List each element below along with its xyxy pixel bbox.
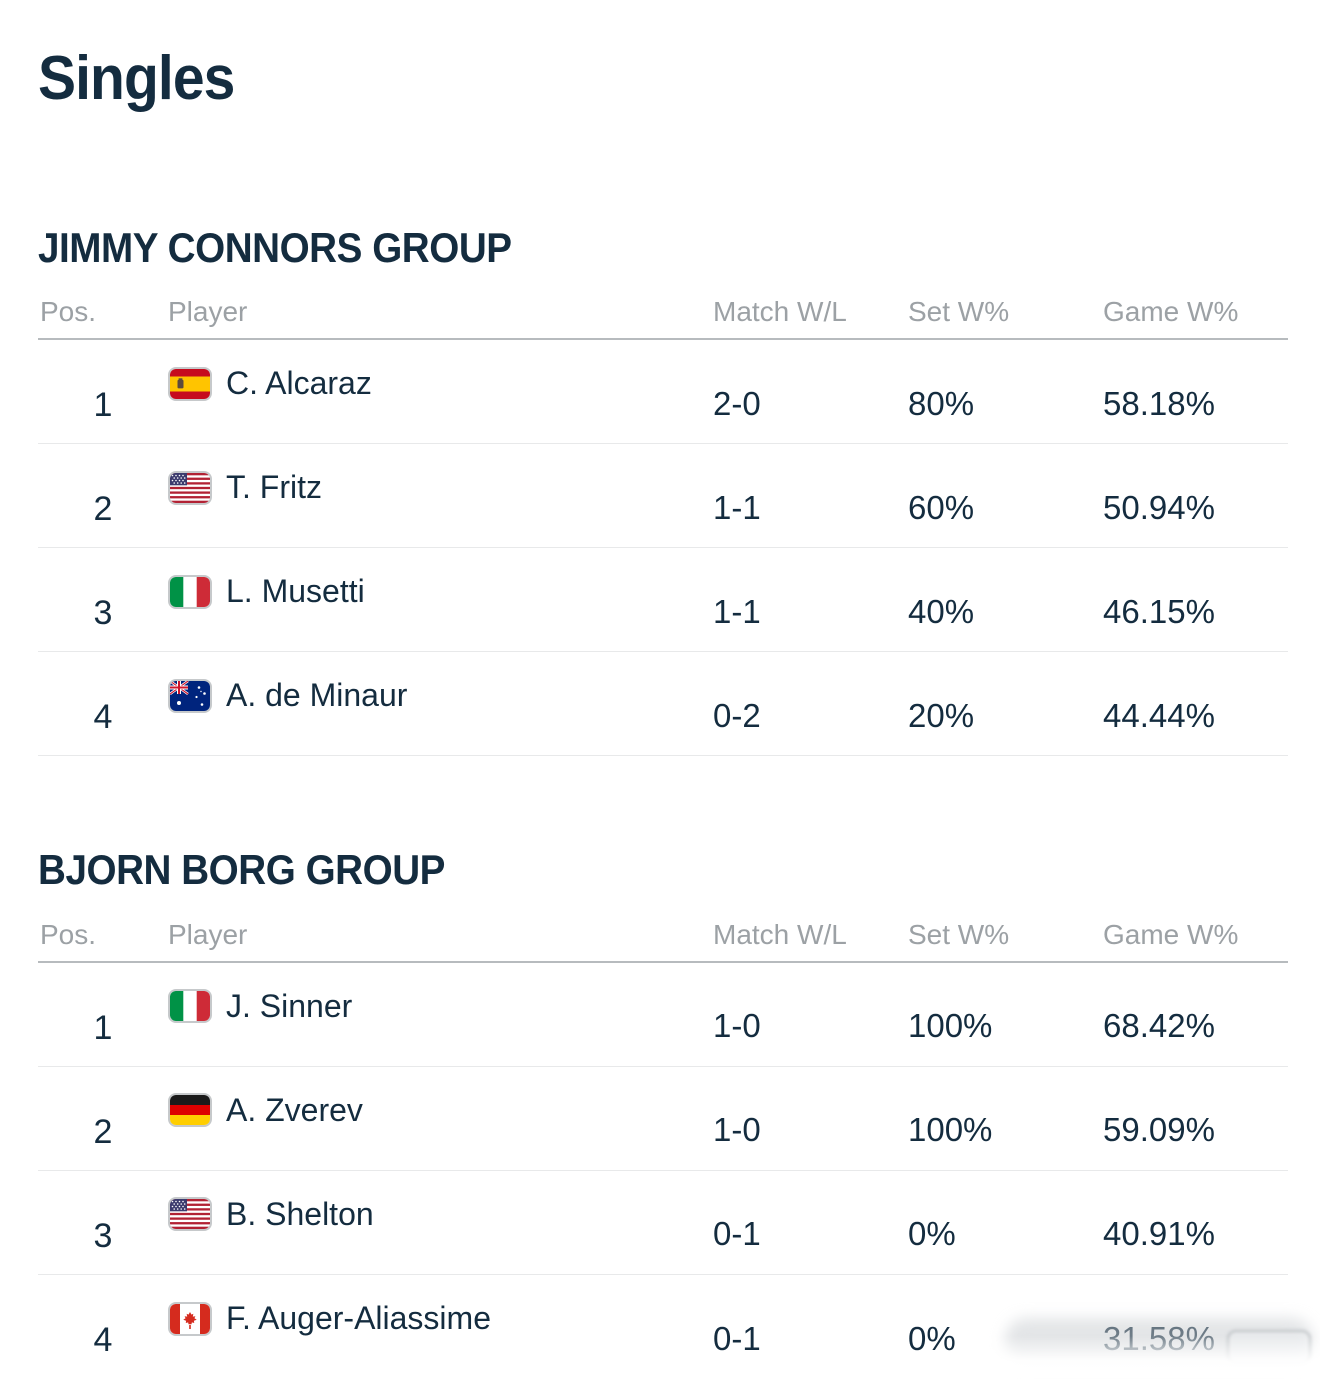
match-wl: 2-0 — [713, 384, 761, 422]
flag-it-icon — [168, 989, 212, 1024]
player-name: A. Zverev — [226, 1091, 363, 1128]
group-title: BJORN BORG GROUP — [38, 846, 445, 894]
col-header-set: Set W% — [908, 296, 1010, 328]
flag-us-icon — [168, 1197, 212, 1232]
game-win-pct: 40.91% — [1103, 1215, 1215, 1253]
table-header-row: Pos. Player Match W/L Set W% Game W% — [38, 913, 1288, 963]
game-win-pct: 44.44% — [1103, 696, 1215, 734]
match-wl: 1-1 — [713, 488, 761, 526]
set-win-pct: 80% — [908, 384, 975, 422]
position: 2 — [93, 490, 113, 529]
table-row[interactable]: 1 J. Sinner 1-0 100% 68.42% — [38, 963, 1288, 1067]
game-win-pct: 50.94% — [1103, 488, 1215, 526]
position: 4 — [93, 698, 113, 737]
match-wl: 1-0 — [713, 1111, 761, 1149]
player-name: T. Fritz — [226, 469, 322, 506]
game-win-pct: 68.42% — [1103, 1007, 1215, 1045]
table-row[interactable]: 3 L. Musetti 1-1 40% 46.15% — [38, 548, 1288, 653]
player-name: A. de Minaur — [226, 677, 408, 714]
standings-table: Pos. Player Match W/L Set W% Game W% 1 — [38, 913, 1288, 1379]
position: 1 — [93, 1008, 113, 1047]
player-name: L. Musetti — [226, 573, 365, 610]
flag-au-icon — [168, 678, 212, 713]
col-header-game: Game W% — [1103, 918, 1239, 950]
match-wl: 0-1 — [713, 1319, 761, 1357]
set-win-pct: 20% — [908, 696, 975, 734]
table-row[interactable]: 1 C. Alcaraz 2-0 80% 58.18% — [38, 340, 1288, 445]
page-title: Singles — [38, 44, 235, 113]
player-name: J. Sinner — [226, 987, 353, 1024]
position: 1 — [93, 386, 113, 425]
flag-us-icon — [168, 470, 212, 505]
position: 4 — [93, 1321, 113, 1360]
set-win-pct: 100% — [908, 1007, 993, 1045]
flag-ca-icon — [168, 1301, 212, 1336]
table-row[interactable]: 2 — [38, 444, 1288, 549]
table-row[interactable]: 2 A. Zverev 1-0 100% 59.09% — [38, 1067, 1288, 1171]
match-wl: 1-0 — [713, 1007, 761, 1045]
player-name: B. Shelton — [226, 1195, 374, 1232]
position: 3 — [93, 1216, 113, 1255]
col-header-pos: Pos. — [40, 918, 97, 950]
flag-es-icon — [168, 366, 212, 401]
set-win-pct: 60% — [908, 488, 975, 526]
game-win-pct: 31.58% — [1103, 1319, 1215, 1357]
group-bjorn-borg: BJORN BORG GROUP Pos. Player Match W/L S… — [38, 846, 1288, 1378]
set-win-pct: 0% — [908, 1319, 956, 1357]
game-win-pct: 46.15% — [1103, 592, 1215, 630]
match-wl: 1-1 — [713, 592, 761, 630]
col-header-player: Player — [168, 296, 248, 328]
match-wl: 0-2 — [713, 696, 761, 734]
col-header-match: Match W/L — [713, 296, 847, 328]
game-win-pct: 59.09% — [1103, 1111, 1215, 1149]
table-row[interactable]: 4 F. Auger-Aliassime 0-1 0% — [38, 1275, 1288, 1379]
group-title: JIMMY CONNORS GROUP — [38, 224, 512, 271]
player-name: C. Alcaraz — [226, 365, 372, 402]
col-header-player: Player — [168, 918, 248, 950]
player-name: F. Auger-Aliassime — [226, 1300, 491, 1337]
game-win-pct: 58.18% — [1103, 384, 1215, 422]
col-header-game: Game W% — [1103, 296, 1239, 328]
set-win-pct: 100% — [908, 1111, 993, 1149]
col-header-pos: Pos. — [40, 296, 97, 328]
table-row[interactable]: 3 — [38, 1171, 1288, 1275]
group-jimmy-connors: JIMMY CONNORS GROUP Pos. Player Match W/… — [38, 224, 1288, 757]
set-win-pct: 40% — [908, 592, 975, 630]
set-win-pct: 0% — [908, 1215, 956, 1253]
position: 2 — [93, 1112, 113, 1151]
standings-table: Pos. Player Match W/L Set W% Game W% 1 — [38, 290, 1288, 757]
match-wl: 0-1 — [713, 1215, 761, 1253]
col-header-match: Match W/L — [713, 918, 847, 950]
table-header-row: Pos. Player Match W/L Set W% Game W% — [38, 290, 1288, 341]
position: 3 — [93, 594, 113, 633]
col-header-set: Set W% — [908, 918, 1010, 950]
flag-it-icon — [168, 574, 212, 609]
table-row[interactable]: 4 — [38, 652, 1288, 757]
flag-de-icon — [168, 1093, 212, 1128]
